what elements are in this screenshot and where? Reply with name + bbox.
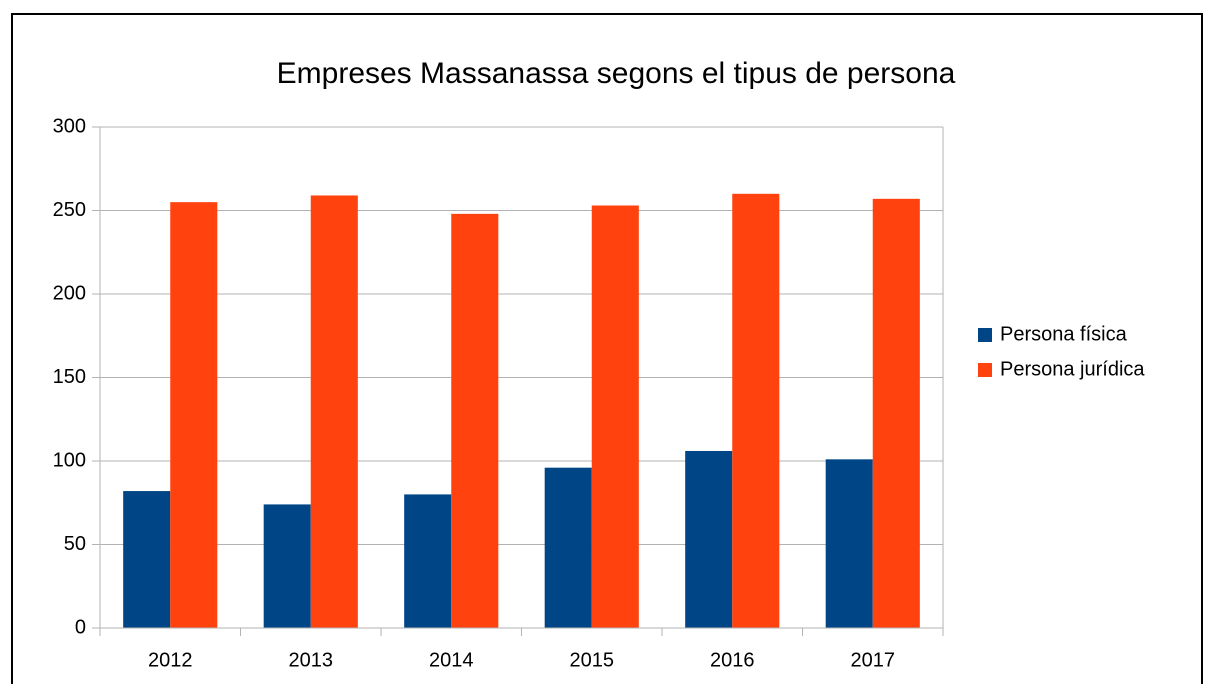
y-tick-label: 150 [53,366,86,388]
bar [685,450,733,628]
bar [263,504,311,628]
bar [404,494,452,628]
y-tick-label: 200 [53,282,86,304]
y-tick-label: 50 [64,533,86,555]
bar [451,213,499,628]
x-tick-label: 2012 [148,649,193,671]
bar [732,193,780,629]
bar [591,205,639,629]
y-tick-label: 100 [53,449,86,471]
bar [310,195,358,628]
legend-label: Persona física [1000,323,1128,345]
x-tick-label: 2017 [851,649,896,671]
x-tick-label: 2013 [289,649,334,671]
x-tick-label: 2016 [710,649,755,671]
x-tick-label: 2014 [429,649,474,671]
bar [123,491,171,628]
y-tick-label: 300 [53,115,86,137]
legend-swatch [978,328,992,342]
y-tick-label: 250 [53,199,86,221]
legend-label: Persona jurídica [1000,358,1145,380]
bar [872,198,920,628]
x-tick-label: 2015 [570,649,615,671]
bar [825,459,873,628]
bar [544,467,592,628]
bar [170,202,218,628]
legend-swatch [978,363,992,377]
chart-title: Empreses Massanassa segons el tipus de p… [277,57,956,90]
y-tick-label: 0 [75,616,86,638]
